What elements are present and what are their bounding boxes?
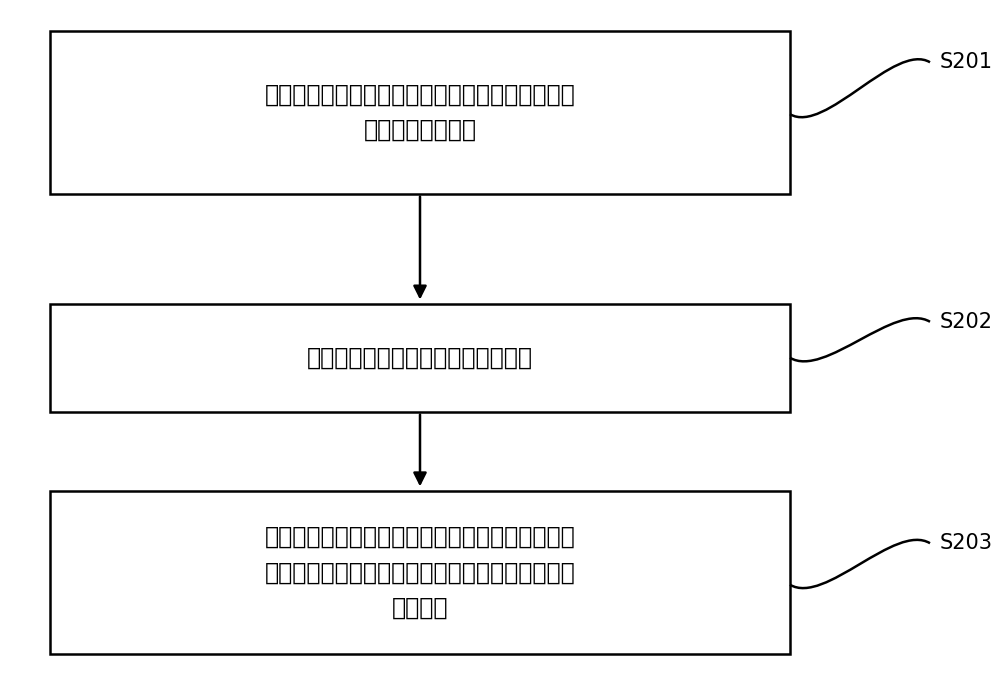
FancyBboxPatch shape — [50, 304, 790, 412]
Text: 向机械臂发送加工动作的动作指令，动作指令中包
含机械臂在执行加工动作时的根据基础速度获得的
运行速度: 向机械臂发送加工动作的动作指令，动作指令中包 含机械臂在执行加工动作时的根据基础… — [265, 525, 575, 620]
Text: S202: S202 — [940, 312, 993, 331]
FancyBboxPatch shape — [50, 31, 790, 194]
FancyBboxPatch shape — [50, 491, 790, 654]
Text: S203: S203 — [940, 534, 993, 553]
Text: 根据间隔时间获得机械臂的基础速度: 根据间隔时间获得机械臂的基础速度 — [307, 346, 533, 370]
Text: S201: S201 — [940, 53, 993, 72]
Text: 对当前工件进行加工之前，获取当前工件与前一工
件之间的间隔时间: 对当前工件进行加工之前，获取当前工件与前一工 件之间的间隔时间 — [265, 83, 575, 142]
